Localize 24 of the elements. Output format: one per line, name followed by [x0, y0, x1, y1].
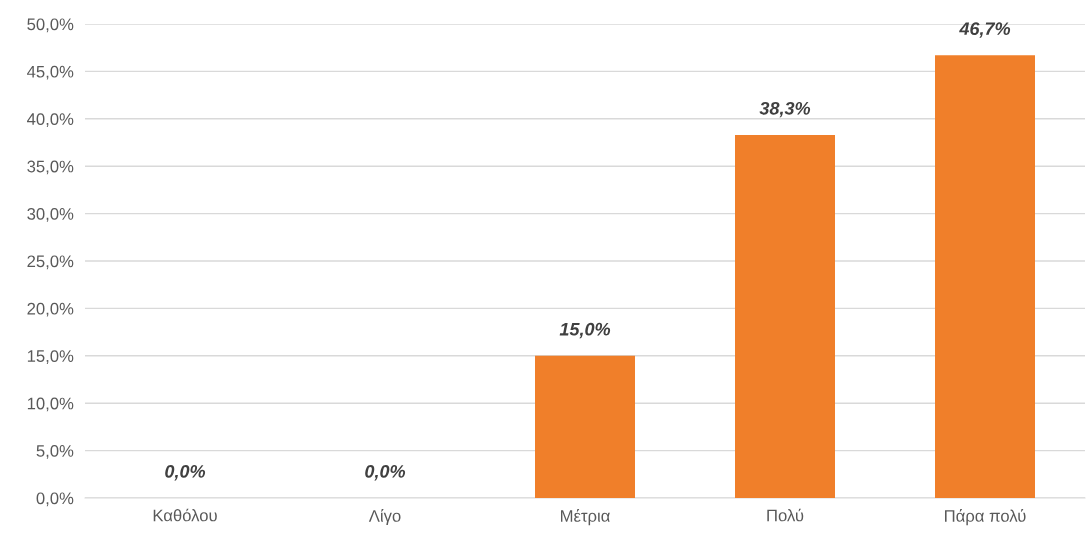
y-tick-label: 5,0% — [36, 445, 74, 459]
y-tick-label: 20,0% — [27, 302, 74, 317]
x-tick-label: Πάρα πολύ — [945, 509, 1026, 526]
x-tick-label: Λίγο — [368, 509, 401, 526]
bar — [535, 355, 635, 498]
x-tick-label: Καθόλου — [153, 508, 217, 522]
y-tick-label: 10,0% — [27, 397, 74, 412]
y-tick-label: 15,0% — [27, 350, 74, 364]
data-label: 0,0% — [165, 464, 206, 481]
data-label: 38,3% — [759, 101, 811, 118]
bar — [735, 134, 835, 498]
y-tick-label: 0,0% — [36, 492, 74, 507]
data-label: 15,0% — [559, 322, 611, 339]
bar — [935, 55, 1035, 498]
y-tick-label: 35,0% — [27, 160, 74, 175]
y-tick-label: 45,0% — [27, 65, 74, 80]
y-tick-label: 25,0% — [27, 255, 74, 270]
data-label: 46,7% — [959, 22, 1011, 38]
y-tick-label: 30,0% — [27, 208, 74, 222]
data-label: 0,0% — [365, 464, 406, 481]
y-tick-label: 50,0% — [27, 18, 74, 33]
y-tick-label: 40,0% — [27, 113, 74, 127]
x-tick-label: Πολύ — [767, 508, 804, 522]
x-tick-label: Μέτρια — [561, 509, 610, 526]
